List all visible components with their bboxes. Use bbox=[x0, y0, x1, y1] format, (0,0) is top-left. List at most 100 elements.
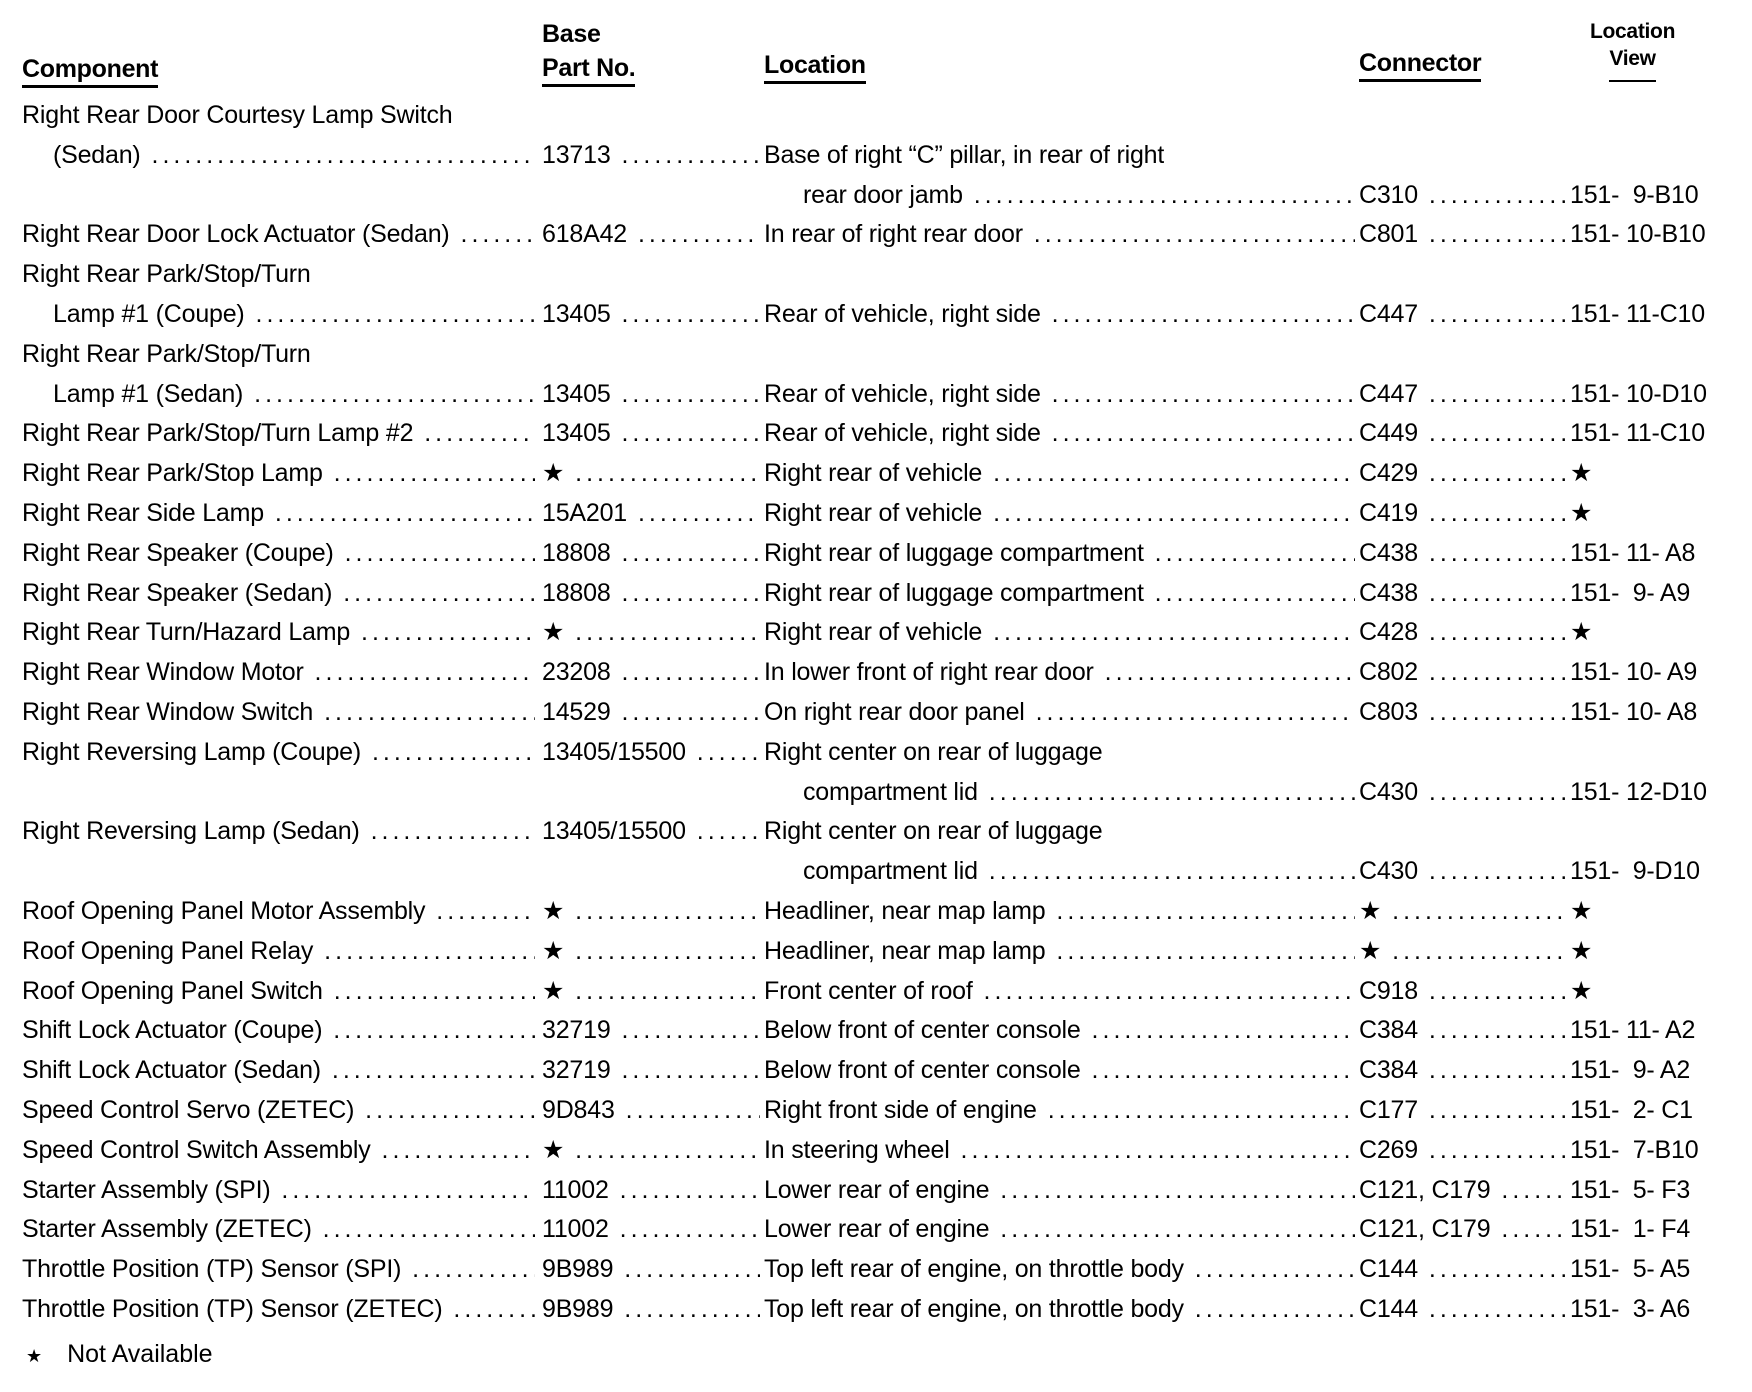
location-text: Base of right “C” pillar, in rear of rig… bbox=[764, 140, 1164, 170]
component-name-text: (Sedan) bbox=[53, 140, 141, 169]
location-text-text: In steering wheel bbox=[764, 1135, 950, 1164]
component-name: Right Rear Speaker (Coupe) .............… bbox=[22, 538, 535, 567]
part-number: 9D843 ..................................… bbox=[542, 1096, 760, 1124]
component-name-text: Roof Opening Panel Relay bbox=[22, 936, 314, 965]
location-view: 151- 10-B10 bbox=[1570, 219, 1705, 249]
location-view: 151- 11-C10 bbox=[1570, 418, 1705, 448]
footnote: ★ Not Available bbox=[26, 1340, 213, 1369]
connector-text: ★ bbox=[1359, 936, 1382, 965]
part-number-text: 32719 bbox=[542, 1056, 611, 1085]
location-view-text: 151- 9-B10 bbox=[1570, 180, 1699, 209]
part-number-text: ★ bbox=[542, 459, 565, 488]
component-name-text: Right Rear Park/Stop/Turn bbox=[22, 260, 311, 289]
location-text: Right center on rear of luggage bbox=[764, 816, 1102, 846]
component-name-text: Right Reversing Lamp (Coupe) bbox=[22, 737, 362, 766]
connector-text: C428 bbox=[1359, 618, 1418, 647]
location-text: Top left rear of engine, on throttle bod… bbox=[764, 1255, 1355, 1284]
header-view-line1: Location bbox=[1590, 20, 1676, 43]
connector: C144 ...................................… bbox=[1359, 1295, 1565, 1323]
location-view-text: 151- 7-B10 bbox=[1570, 1135, 1699, 1164]
location-text-text: In rear of right rear door bbox=[764, 220, 1023, 249]
location-text-text: Rear of vehicle, right side bbox=[764, 300, 1041, 328]
connector: C449 ...................................… bbox=[1359, 419, 1565, 448]
location-text: Rear of vehicle, right side ............… bbox=[764, 300, 1355, 328]
connector: C419 ...................................… bbox=[1359, 499, 1565, 527]
location-view-text: ★ bbox=[1570, 897, 1593, 925]
component-name-text: Right Rear Speaker (Sedan) bbox=[22, 578, 333, 607]
component-name-text: Right Rear Turn/Hazard Lamp bbox=[22, 618, 351, 647]
location-view: 151- 12-D10 bbox=[1570, 777, 1707, 807]
component-name: Starter Assembly (ZETEC) ...............… bbox=[22, 1215, 535, 1244]
location-text: Headliner, near map lamp ...............… bbox=[764, 936, 1355, 965]
part-number-text: ★ bbox=[542, 976, 565, 1005]
location-text: Below front of center console ..........… bbox=[764, 1056, 1355, 1085]
part-number-text: 23208 bbox=[542, 658, 611, 687]
location-view-text: 151- 10-D10 bbox=[1570, 379, 1707, 408]
component-name-text: Roof Opening Panel Switch bbox=[22, 976, 323, 1005]
part-number-text: ★ bbox=[542, 897, 565, 925]
component-name: Speed Control Servo (ZETEC) ............… bbox=[22, 1096, 535, 1124]
component-name-text: Throttle Position (TP) Sensor (ZETEC) bbox=[22, 1295, 443, 1323]
location-text-text: Rear of vehicle, right side bbox=[764, 419, 1041, 448]
connector: C918 ...................................… bbox=[1359, 976, 1565, 1005]
location-text: In steering wheel ......................… bbox=[764, 1135, 1355, 1164]
part-number-text: ★ bbox=[542, 936, 565, 965]
location-text: Lower rear of engine ...................… bbox=[764, 1175, 1355, 1204]
location-text-text: compartment lid bbox=[803, 857, 978, 886]
connector-text: C447 bbox=[1359, 300, 1418, 328]
part-number: 13713 ..................................… bbox=[542, 140, 760, 169]
location-text-text: Lower rear of engine bbox=[764, 1215, 990, 1244]
location-view: ★ bbox=[1570, 617, 1592, 647]
connector-text: C144 bbox=[1359, 1255, 1418, 1284]
part-number-text: 13405 bbox=[542, 300, 611, 328]
connector-text: C430 bbox=[1359, 777, 1418, 806]
location-view: 151- 11- A2 bbox=[1570, 1015, 1695, 1045]
part-number-text: 9B989 bbox=[542, 1295, 614, 1323]
connector: ★ ......................................… bbox=[1359, 897, 1565, 925]
connector: C429 ...................................… bbox=[1359, 459, 1565, 488]
header-location: Location bbox=[764, 51, 866, 84]
connector: C121, C179 .............................… bbox=[1359, 1215, 1565, 1244]
connector: C438 ...................................… bbox=[1359, 578, 1565, 607]
location-view: 151- 10- A8 bbox=[1570, 697, 1697, 727]
location-view-text: 151- 12-D10 bbox=[1570, 777, 1707, 806]
connector: C144 ...................................… bbox=[1359, 1255, 1565, 1284]
header-component: Component bbox=[22, 55, 158, 88]
location-view-text: 151- 9-D10 bbox=[1570, 857, 1700, 886]
component-name: Right Rear Side Lamp ...................… bbox=[22, 499, 535, 527]
part-number-text: 11002 bbox=[542, 1175, 609, 1204]
connector-text: C430 bbox=[1359, 857, 1418, 886]
connector-text: C269 bbox=[1359, 1135, 1418, 1164]
connector: C438 ...................................… bbox=[1359, 538, 1565, 567]
connector-text: C802 bbox=[1359, 658, 1418, 687]
part-number: 11002 ..................................… bbox=[542, 1215, 760, 1244]
part-number-text: 9D843 bbox=[542, 1096, 615, 1124]
location-view: 151- 5- A5 bbox=[1570, 1254, 1690, 1284]
component-name: Right Rear Park/Stop/Turn Lamp #2 ......… bbox=[22, 419, 535, 448]
location-view-text: 151- 10- A9 bbox=[1570, 658, 1698, 687]
part-number: 13405/15500 ............................… bbox=[542, 817, 760, 846]
part-number: 13405 ..................................… bbox=[542, 419, 760, 448]
location-text-text: Right rear of vehicle bbox=[764, 459, 983, 488]
component-name-text: Right Rear Window Motor bbox=[22, 658, 304, 687]
location-view: 151- 9-D10 bbox=[1570, 856, 1700, 886]
connector-text: C449 bbox=[1359, 419, 1418, 448]
location-view-text: 151- 10-B10 bbox=[1570, 220, 1706, 249]
part-number: 11002 ..................................… bbox=[542, 1175, 760, 1204]
part-number: 618A42 .................................… bbox=[542, 220, 760, 249]
connector: ★ ......................................… bbox=[1359, 936, 1565, 965]
header-part-number: Base Part No. bbox=[542, 20, 636, 87]
location-text-text: In lower front of right rear door bbox=[764, 658, 1094, 687]
location-view-text: 151- 2- C1 bbox=[1570, 1096, 1693, 1124]
component-name-text: Lamp #1 (Coupe) bbox=[53, 300, 245, 328]
part-number-text: ★ bbox=[542, 618, 565, 647]
component-name: Right Rear Turn/Hazard Lamp ............… bbox=[22, 618, 535, 647]
location-text: Right rear of luggage compartment ......… bbox=[764, 538, 1355, 567]
part-number: 9B989 ..................................… bbox=[542, 1255, 760, 1284]
star-icon: ★ bbox=[26, 1346, 43, 1366]
component-name: Right Rear Window Switch ...............… bbox=[22, 698, 535, 726]
location-text-text: Right rear of luggage compartment bbox=[764, 578, 1144, 607]
connector: C447 ...................................… bbox=[1359, 300, 1565, 328]
connector-text: C447 bbox=[1359, 379, 1418, 408]
component-name-text: Lamp #1 (Sedan) bbox=[53, 379, 244, 408]
